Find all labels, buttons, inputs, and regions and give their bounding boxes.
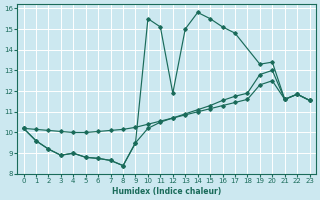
- X-axis label: Humidex (Indice chaleur): Humidex (Indice chaleur): [112, 187, 221, 196]
